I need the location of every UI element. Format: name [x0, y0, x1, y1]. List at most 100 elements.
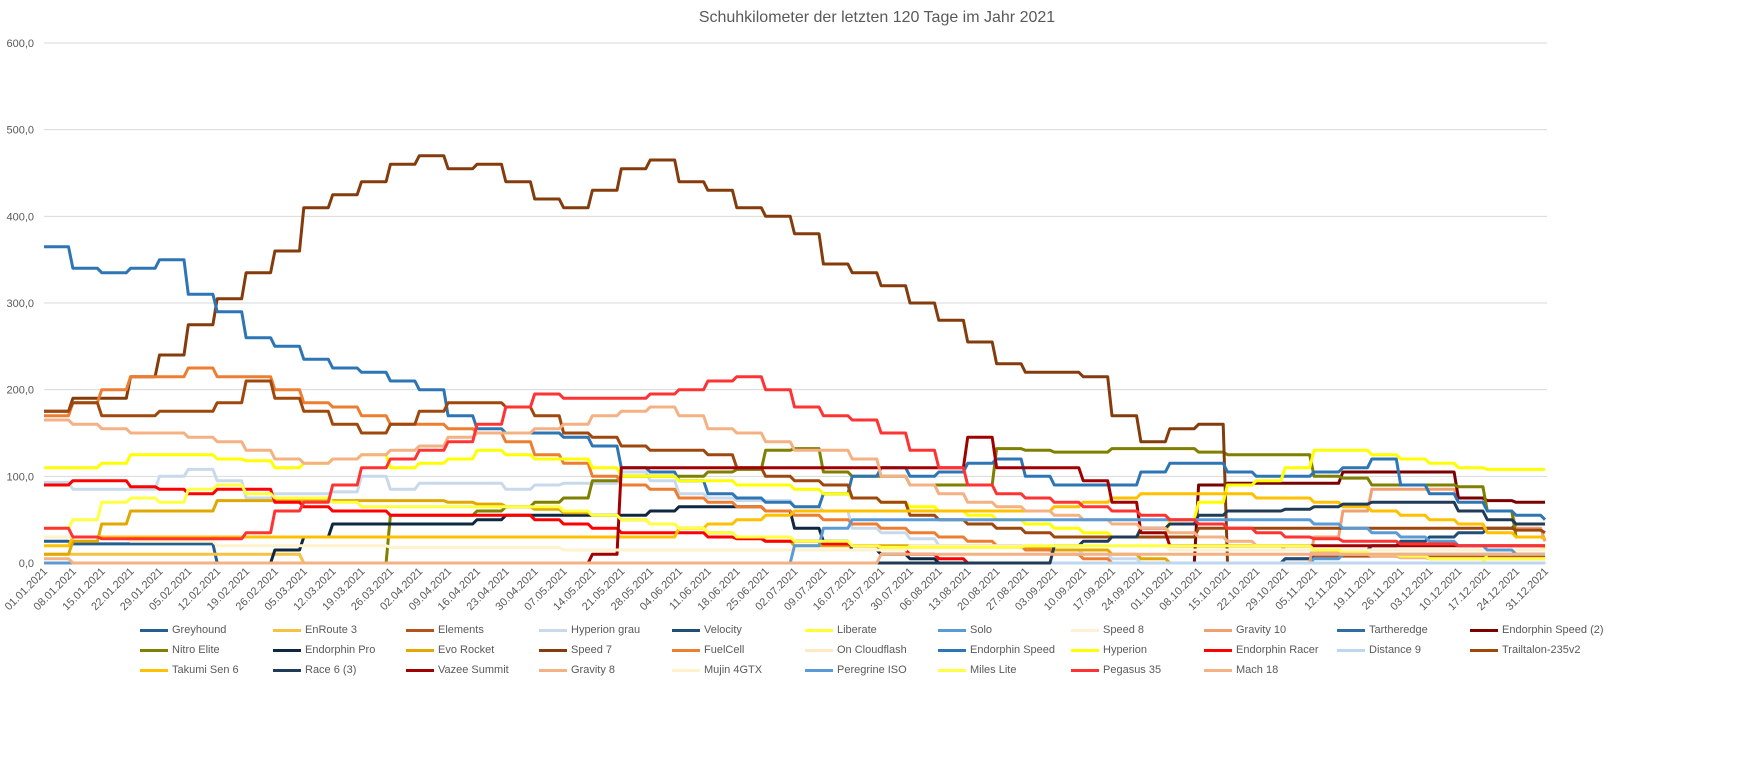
legend-label: EnRoute 3 [305, 624, 357, 636]
y-axis-ticks: 0,0 100,0 200,0 300,0 400,0 500,0 600,0 [6, 38, 34, 570]
legend-swatch [539, 648, 567, 652]
legend-label: Greyhound [172, 624, 227, 636]
legend-swatch [539, 628, 567, 632]
legend-label: Endorphin Racer [1236, 644, 1319, 656]
legend-swatch [1204, 668, 1232, 672]
legend-label: Evo Rocket [438, 644, 495, 656]
legend-swatch [1204, 628, 1232, 632]
legend-swatch [273, 628, 301, 632]
gridlines [44, 42, 1547, 564]
legend-item: Evo Rocket [406, 644, 494, 656]
legend-label: Endorphin Speed [970, 644, 1056, 656]
legend-item: Takumi Sen 6 [140, 664, 239, 676]
legend-item: Tartheredge [1337, 624, 1428, 636]
legend-label: Pegasus 35 [1103, 664, 1162, 676]
legend-item: Endorphin Racer [1204, 644, 1319, 656]
legend-item: Endorphin Speed (2) [1470, 624, 1604, 636]
legend-swatch [406, 628, 434, 632]
series-line-mach-18 [44, 552, 1545, 565]
y-tick-label: 400,0 [6, 211, 34, 223]
legend-label: Endorphin Speed (2) [1502, 624, 1604, 636]
legend-swatch [406, 648, 434, 652]
legend-swatch [672, 648, 700, 652]
legend-label: Tartheredge [1369, 624, 1428, 636]
legend-swatch [140, 668, 168, 672]
legend-label: Speed 8 [1103, 624, 1144, 636]
series-line-takumi-sen-6 [44, 492, 1546, 548]
legend-swatch [1337, 628, 1365, 632]
legend-item: Peregrine ISO [805, 664, 907, 676]
legend-label: Race 6 (3) [305, 664, 357, 676]
legend-label: Solo [970, 624, 993, 636]
series-line-hyperion [44, 448, 1545, 539]
legend-item: Pegasus 35 [1071, 664, 1161, 676]
legend-swatch [938, 648, 966, 652]
legend-swatch [938, 668, 966, 672]
y-tick-label: 100,0 [6, 471, 34, 483]
legend-swatch [1470, 648, 1498, 652]
legend-swatch [539, 668, 567, 672]
legend-swatch [273, 648, 301, 652]
legend-item: Gravity 10 [1204, 624, 1286, 636]
legend-swatch [1470, 628, 1498, 632]
legend-swatch [1071, 668, 1099, 672]
legend-item: EnRoute 3 [273, 624, 357, 636]
legend-label: Miles Lite [970, 664, 1017, 676]
y-tick-label: 500,0 [6, 125, 34, 137]
legend-label: On Cloudflash [837, 644, 907, 656]
legend-label: Distance 9 [1369, 644, 1421, 656]
legend-item: Hyperion grau [539, 624, 640, 636]
legend-item: On Cloudflash [805, 644, 907, 656]
legend-item: Nitro Elite [140, 644, 220, 656]
legend-label: Gravity 8 [571, 664, 616, 676]
legend-swatch [672, 668, 700, 672]
legend-item: Race 6 (3) [273, 664, 356, 676]
legend-swatch [1071, 648, 1099, 652]
x-axis-ticks: 01.01.202108.01.202115.01.202122.01.2021… [3, 566, 1551, 613]
legend-label: Hyperion [1103, 644, 1148, 656]
series-line-endorphin-speed [44, 245, 1547, 521]
chart-title: Schuhkilometer der letzten 120 Tage im J… [698, 9, 1056, 26]
y-tick-label: 300,0 [6, 298, 34, 310]
legend-label: Takumi Sen 6 [172, 664, 239, 676]
legend-item: Speed 8 [1071, 624, 1144, 636]
series-line-pegasus-35 [44, 375, 1545, 548]
series-line-trailtalon-235v2 [44, 379, 1546, 539]
legend-swatch [938, 628, 966, 632]
legend-label: Trailtalon-235v2 [1502, 644, 1581, 656]
legend-swatch [1071, 628, 1099, 632]
legend-label: Mach 18 [1236, 664, 1279, 676]
legend-label: Endorphin Pro [305, 644, 376, 656]
legend-label: Hyperion grau [571, 624, 641, 636]
legend-swatch [1204, 648, 1232, 652]
legend-item: Miles Lite [938, 664, 1016, 676]
legend-swatch [805, 668, 833, 672]
series-lines [44, 154, 1547, 565]
legend-item: Elements [406, 624, 484, 636]
legend-label: Liberate [837, 624, 877, 636]
legend-label: Speed 7 [571, 644, 612, 656]
legend-label: Vazee Summit [438, 664, 509, 676]
legend-label: Elements [438, 624, 484, 636]
legend-item: Mujin 4GTX [672, 664, 762, 676]
y-tick-label: 200,0 [6, 385, 34, 397]
legend-swatch [406, 668, 434, 672]
legend-item: Mach 18 [1204, 664, 1278, 676]
legend-label: FuelCell [704, 644, 745, 656]
legend-item: Greyhound [140, 624, 226, 636]
legend-item: Distance 9 [1337, 644, 1421, 656]
legend-item: Speed 7 [539, 644, 612, 656]
legend-item: Gravity 8 [539, 664, 615, 676]
legend-label: Nitro Elite [172, 644, 220, 656]
legend-label: Mujin 4GTX [704, 664, 763, 676]
legend-item: Endorphin Speed [938, 644, 1055, 656]
legend-swatch [805, 648, 833, 652]
legend-item: Trailtalon-235v2 [1470, 644, 1580, 656]
legend-label: Peregrine ISO [837, 664, 907, 676]
legend-swatch [1337, 648, 1365, 652]
y-tick-label: 600,0 [6, 38, 34, 50]
legend-item: Endorphin Pro [273, 644, 375, 656]
legend-swatch [140, 628, 168, 632]
legend-swatch [672, 628, 700, 632]
legend-item: Vazee Summit [406, 664, 509, 676]
